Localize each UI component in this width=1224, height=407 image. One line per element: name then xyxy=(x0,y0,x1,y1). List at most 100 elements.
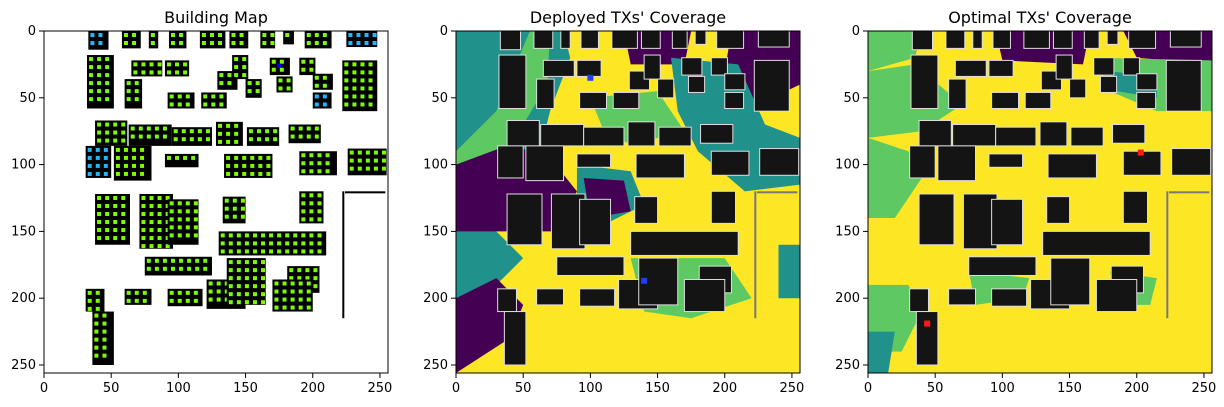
tx-site xyxy=(255,81,260,86)
tx-site xyxy=(234,155,239,160)
tx-site xyxy=(357,166,362,171)
tx-site xyxy=(219,73,224,78)
tx-site xyxy=(232,198,237,203)
building xyxy=(643,54,661,80)
tx-site xyxy=(290,126,295,131)
tx-site xyxy=(123,41,128,46)
tx-site xyxy=(261,276,266,281)
building xyxy=(499,31,521,51)
tx-site xyxy=(373,150,378,155)
tx-site xyxy=(87,298,92,303)
tx-site xyxy=(301,67,306,72)
panel-title: Optimal TXs' Coverage xyxy=(948,8,1132,27)
tx-site xyxy=(115,163,120,168)
tx-site xyxy=(187,266,192,271)
tx-site xyxy=(252,284,257,289)
y-tick-label: 50 xyxy=(431,91,448,106)
tx-site xyxy=(317,209,322,214)
tx-site xyxy=(297,268,302,273)
tx-site xyxy=(344,78,349,83)
tx-site xyxy=(149,220,154,225)
tx-site xyxy=(146,126,151,131)
tx-site xyxy=(181,137,186,142)
tx-site xyxy=(216,289,221,294)
tx-site xyxy=(141,228,146,233)
building xyxy=(579,198,612,246)
tx-site xyxy=(352,86,357,91)
coverage-region xyxy=(778,244,800,299)
tx-site xyxy=(234,163,239,168)
tx-site xyxy=(95,171,100,176)
building xyxy=(995,126,1037,147)
tx-site xyxy=(285,233,290,238)
building xyxy=(171,127,212,146)
building xyxy=(579,91,607,109)
building xyxy=(937,145,976,182)
tx-site xyxy=(252,249,257,254)
tx-marker xyxy=(587,74,594,81)
tx-site xyxy=(228,260,233,265)
tx-site xyxy=(132,163,137,168)
tx-site xyxy=(211,94,216,99)
tx-site xyxy=(105,220,110,225)
tx-site xyxy=(282,297,287,302)
tx-site xyxy=(149,228,154,233)
building xyxy=(583,126,625,147)
tx-site xyxy=(157,204,162,209)
tx-site xyxy=(97,228,102,233)
tx-site xyxy=(169,102,174,107)
tx-site xyxy=(150,33,155,38)
tx-site xyxy=(105,204,110,209)
tx-site xyxy=(154,266,159,271)
tx-site xyxy=(157,195,162,200)
building xyxy=(911,31,933,51)
building xyxy=(988,59,1014,77)
building xyxy=(945,31,966,49)
tx-site xyxy=(134,290,139,295)
tx-site xyxy=(298,289,303,294)
tx-site xyxy=(314,94,319,99)
tx-site xyxy=(274,305,279,310)
tx-site xyxy=(95,155,100,160)
tx-site xyxy=(97,122,102,127)
building xyxy=(683,278,726,313)
building xyxy=(948,78,967,109)
tx-site xyxy=(360,62,365,67)
tx-site xyxy=(113,204,118,209)
y-tick-label: 100 xyxy=(423,158,448,173)
tx-site xyxy=(306,41,311,46)
tx-site xyxy=(360,70,365,75)
tx-site xyxy=(102,329,107,334)
tx-site xyxy=(258,163,263,168)
tx-site xyxy=(242,73,247,78)
tx-site xyxy=(97,212,102,217)
tx-site xyxy=(244,260,249,265)
tx-site xyxy=(208,289,213,294)
tx-site xyxy=(293,249,298,254)
tx-site xyxy=(317,217,322,222)
y-tick-label: 200 xyxy=(423,291,448,306)
tx-site xyxy=(344,86,349,91)
tx-site xyxy=(279,67,284,72)
tx-site xyxy=(372,41,377,46)
tx-site xyxy=(309,249,314,254)
tx-site xyxy=(98,33,103,38)
tx-site xyxy=(177,94,182,99)
tx-site xyxy=(132,147,137,152)
building xyxy=(503,311,527,366)
building xyxy=(1169,31,1202,48)
tx-site xyxy=(290,281,295,286)
building xyxy=(1042,230,1151,256)
building xyxy=(497,145,524,179)
tx-site xyxy=(105,57,110,62)
tx-site xyxy=(193,201,198,206)
tx-site xyxy=(364,33,369,38)
building xyxy=(612,91,640,109)
tx-site xyxy=(244,276,249,281)
tx-site xyxy=(226,139,231,144)
tx-site xyxy=(289,276,294,281)
tx-site xyxy=(240,214,245,219)
building xyxy=(948,288,976,306)
building xyxy=(1136,73,1158,91)
